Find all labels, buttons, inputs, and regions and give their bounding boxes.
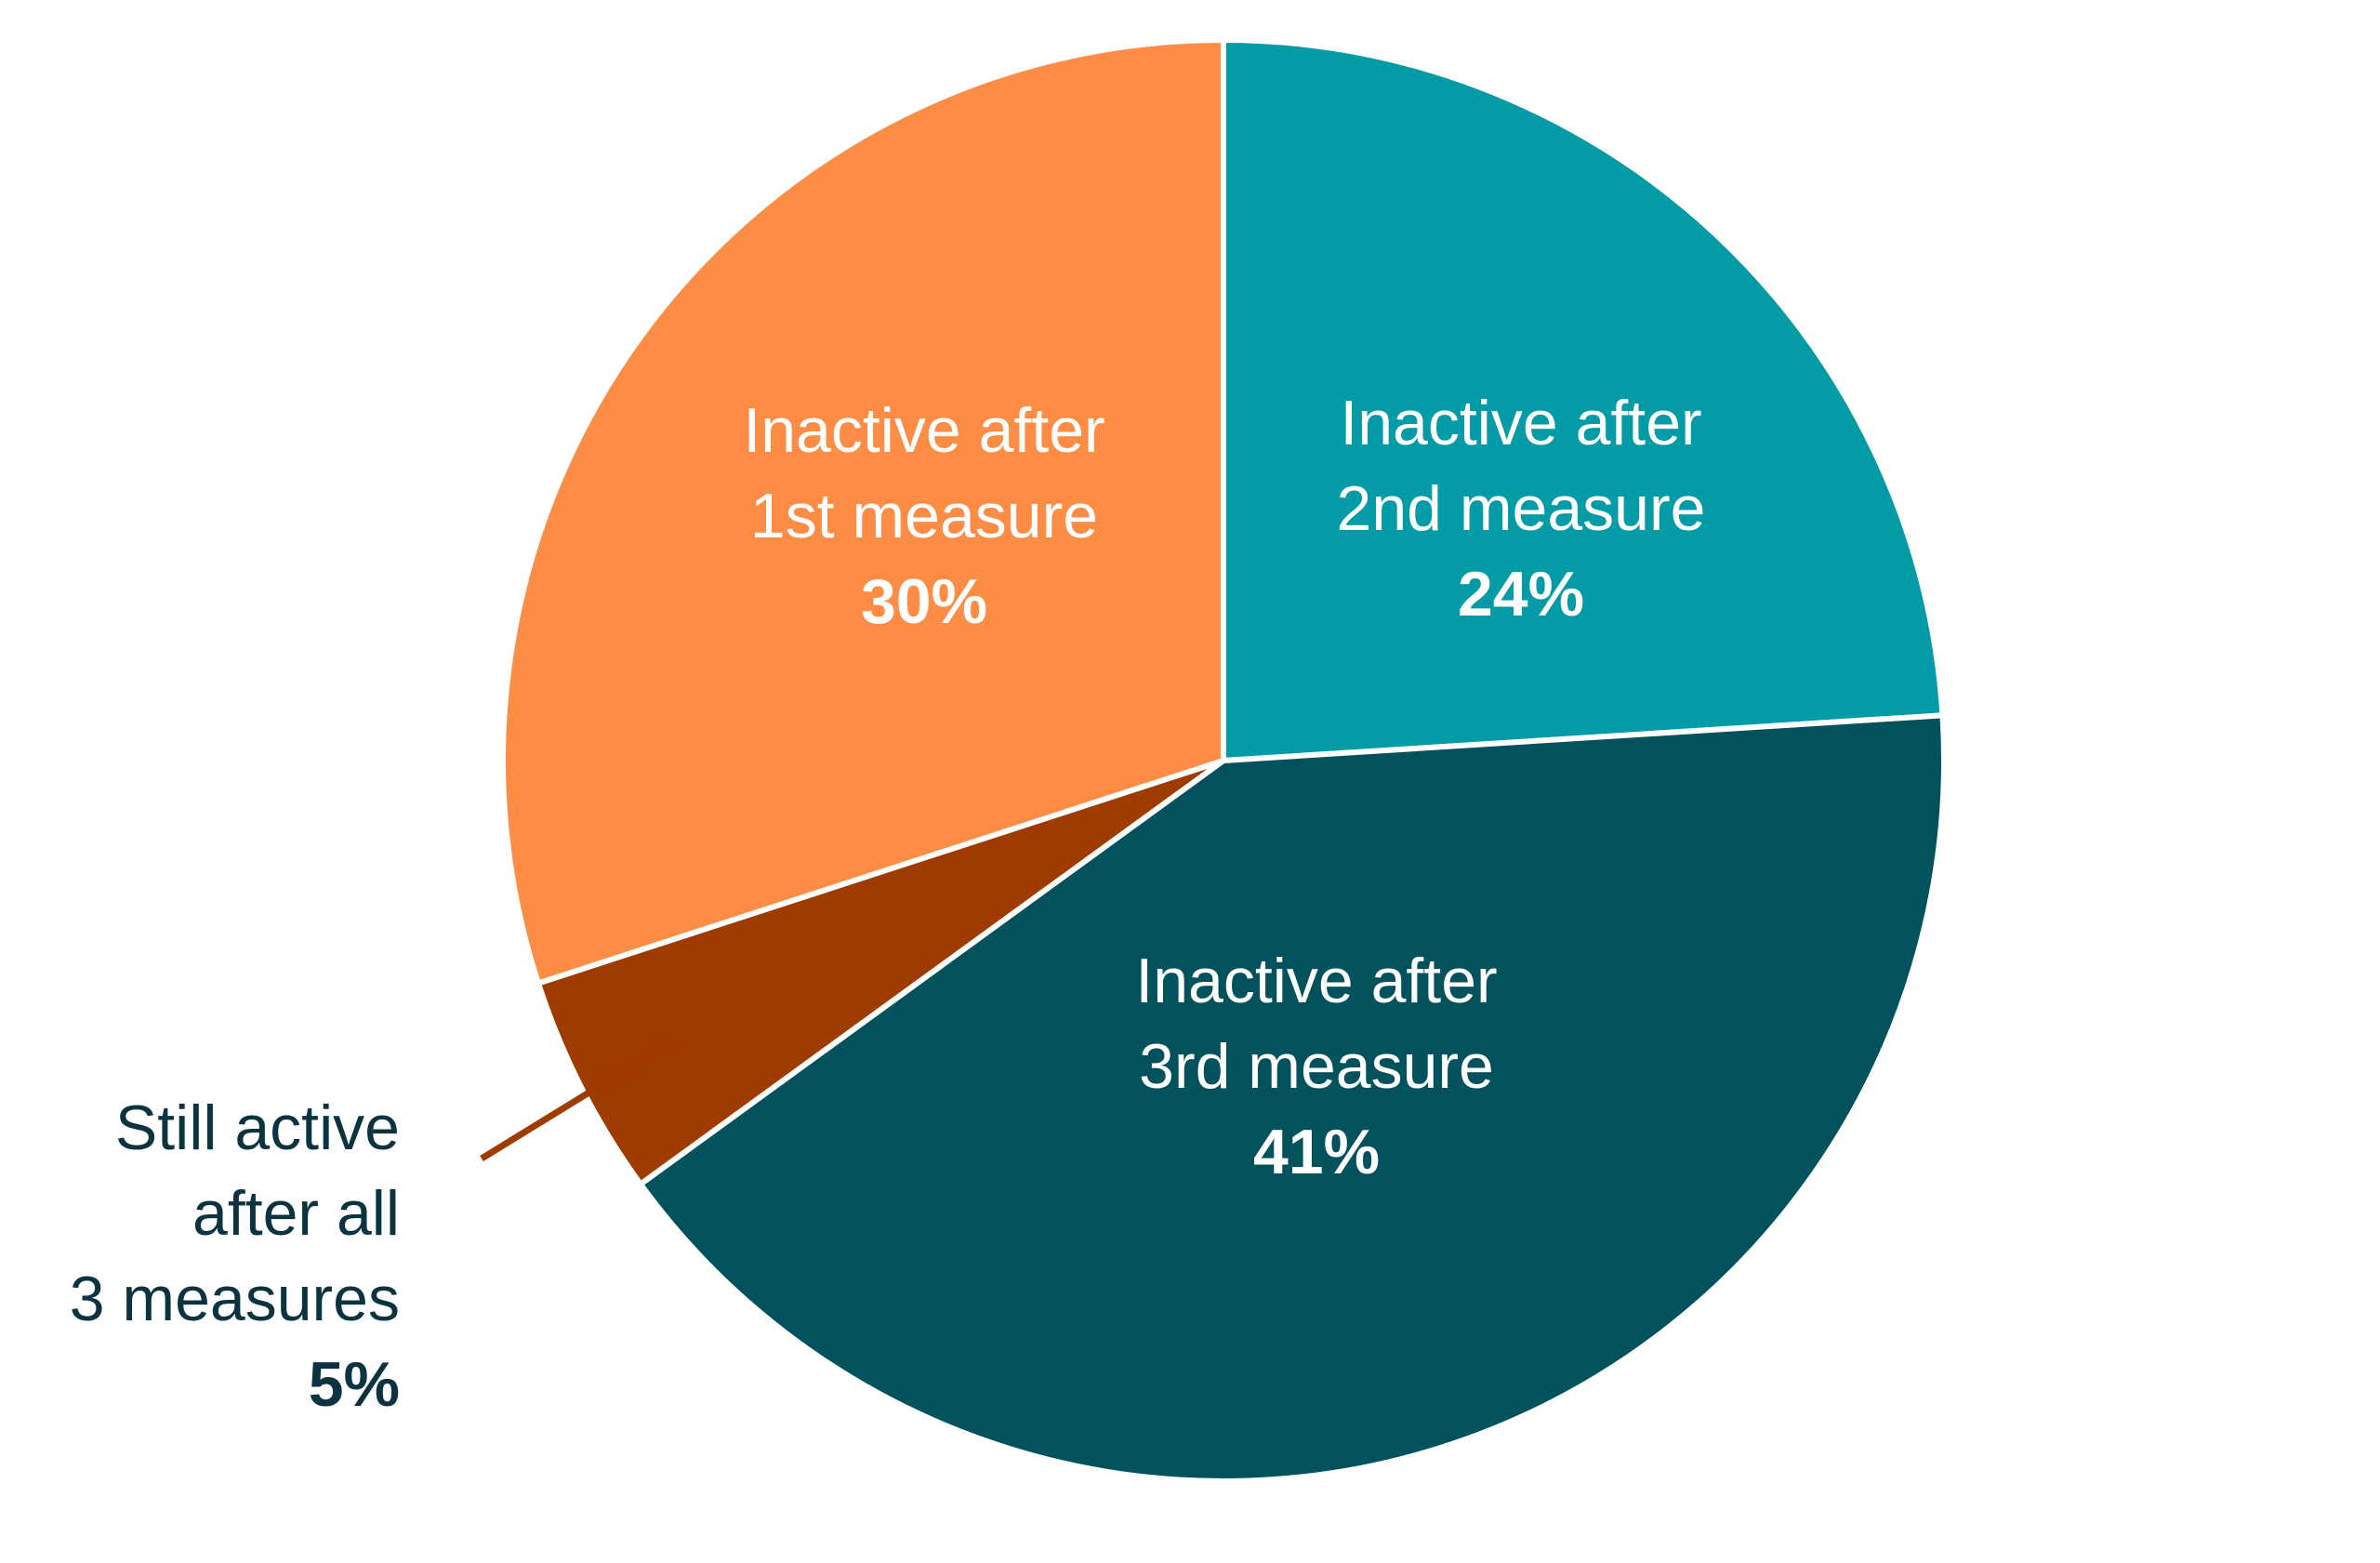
slice-label-group-1: Inactive after 2nd measure 24% xyxy=(1337,388,1706,629)
outside-label-line-2: after all xyxy=(192,1178,400,1249)
slice-value-2: 41% xyxy=(1253,1117,1380,1187)
slice-label-1-line-1: Inactive after xyxy=(1340,388,1701,458)
slice-label-2-line-2: 3rd measure xyxy=(1139,1031,1494,1102)
outside-value: 5% xyxy=(309,1349,400,1420)
slice-label-1-line-2: 2nd measure xyxy=(1337,473,1706,544)
slice-label-2-line-1: Inactive after xyxy=(1135,946,1497,1016)
slice-value-4: 30% xyxy=(861,566,987,637)
slice-label-4-line-2: 1st measure xyxy=(750,481,1098,551)
pie-slice-4 xyxy=(500,37,1226,987)
pie-slice-1 xyxy=(1221,37,1946,763)
pie-slices xyxy=(500,37,1947,1484)
pie-slice-3 xyxy=(535,758,1226,1187)
slice-label-4-line-1: Inactive after xyxy=(743,395,1104,466)
slice-label-group-2: Inactive after 3rd measure 41% xyxy=(1135,946,1497,1187)
outside-label-group: Still active after all 3 measures 5% xyxy=(70,1093,400,1420)
outside-label-line-1: Still active xyxy=(115,1093,400,1163)
pie-slice-2 xyxy=(638,712,1947,1484)
slice-label-group-4: Inactive after 1st measure 30% xyxy=(743,395,1104,637)
slice-value-1: 24% xyxy=(1458,559,1584,629)
outside-label-line-3: 3 measures xyxy=(70,1264,400,1334)
leader-line xyxy=(480,1039,673,1161)
